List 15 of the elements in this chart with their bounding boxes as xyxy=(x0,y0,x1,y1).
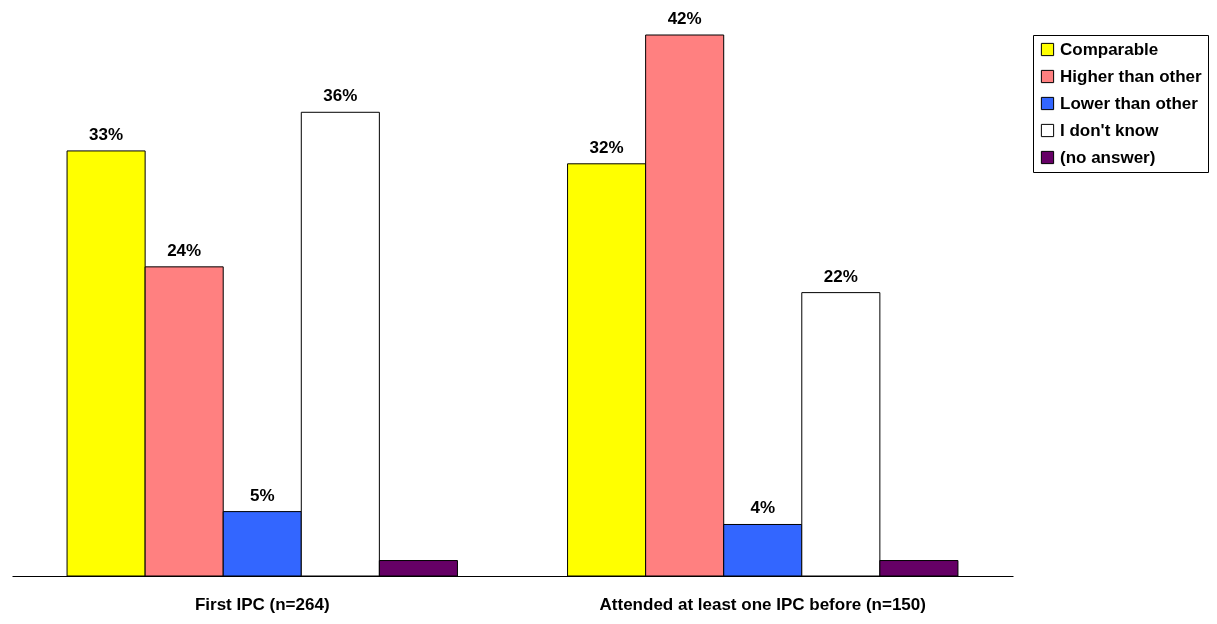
legend-label: I don't know xyxy=(1060,120,1160,140)
data-label: 24% xyxy=(167,240,202,260)
legend-label: Comparable xyxy=(1060,39,1159,59)
data-label: 22% xyxy=(823,266,858,286)
data-label: 4% xyxy=(750,498,776,518)
data-label: 33% xyxy=(89,124,124,144)
legend-label: (no answer) xyxy=(1060,147,1156,167)
data-label: 5% xyxy=(249,485,275,505)
legend-label: Lower than other xyxy=(1060,93,1199,113)
data-label: 36% xyxy=(323,86,358,106)
x-tick-label: Attended at least one IPC before (n=150) xyxy=(599,594,926,614)
legend-label: Higher than other xyxy=(1060,66,1203,86)
data-label: 42% xyxy=(667,9,702,28)
data-label: 32% xyxy=(589,137,624,157)
x-tick-label: First IPC (n=264) xyxy=(194,594,330,614)
